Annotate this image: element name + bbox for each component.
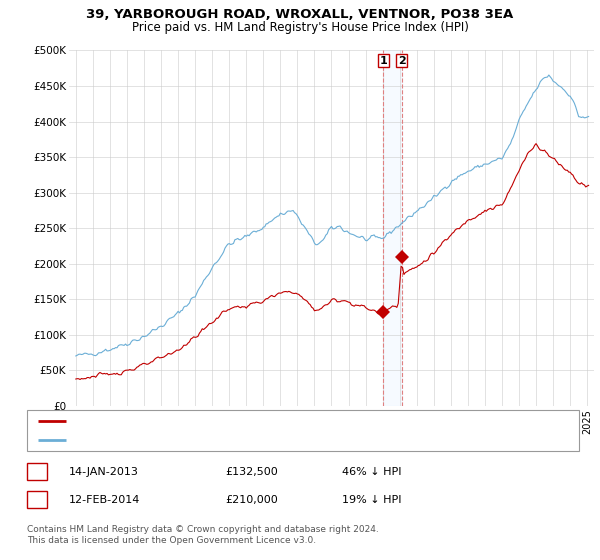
- Text: HPI: Average price, detached house, Isle of Wight: HPI: Average price, detached house, Isle…: [70, 435, 328, 445]
- Bar: [383, 50, 402, 406]
- Text: 1: 1: [379, 56, 387, 66]
- Text: 19% ↓ HPI: 19% ↓ HPI: [342, 494, 401, 505]
- Text: £132,500: £132,500: [225, 466, 278, 477]
- Text: 2: 2: [33, 494, 41, 505]
- Text: Price paid vs. HM Land Registry's House Price Index (HPI): Price paid vs. HM Land Registry's House …: [131, 21, 469, 34]
- Text: 1: 1: [33, 466, 41, 477]
- Text: 14-JAN-2013: 14-JAN-2013: [69, 466, 139, 477]
- Text: £210,000: £210,000: [225, 494, 278, 505]
- Text: 39, YARBOROUGH ROAD, WROXALL, VENTNOR, PO38 3EA (detached house): 39, YARBOROUGH ROAD, WROXALL, VENTNOR, P…: [70, 417, 465, 426]
- Text: 39, YARBOROUGH ROAD, WROXALL, VENTNOR, PO38 3EA: 39, YARBOROUGH ROAD, WROXALL, VENTNOR, P…: [86, 8, 514, 21]
- Text: Contains HM Land Registry data © Crown copyright and database right 2024.
This d: Contains HM Land Registry data © Crown c…: [27, 525, 379, 545]
- Text: 46% ↓ HPI: 46% ↓ HPI: [342, 466, 401, 477]
- Text: 12-FEB-2014: 12-FEB-2014: [69, 494, 140, 505]
- Text: 2: 2: [398, 56, 406, 66]
